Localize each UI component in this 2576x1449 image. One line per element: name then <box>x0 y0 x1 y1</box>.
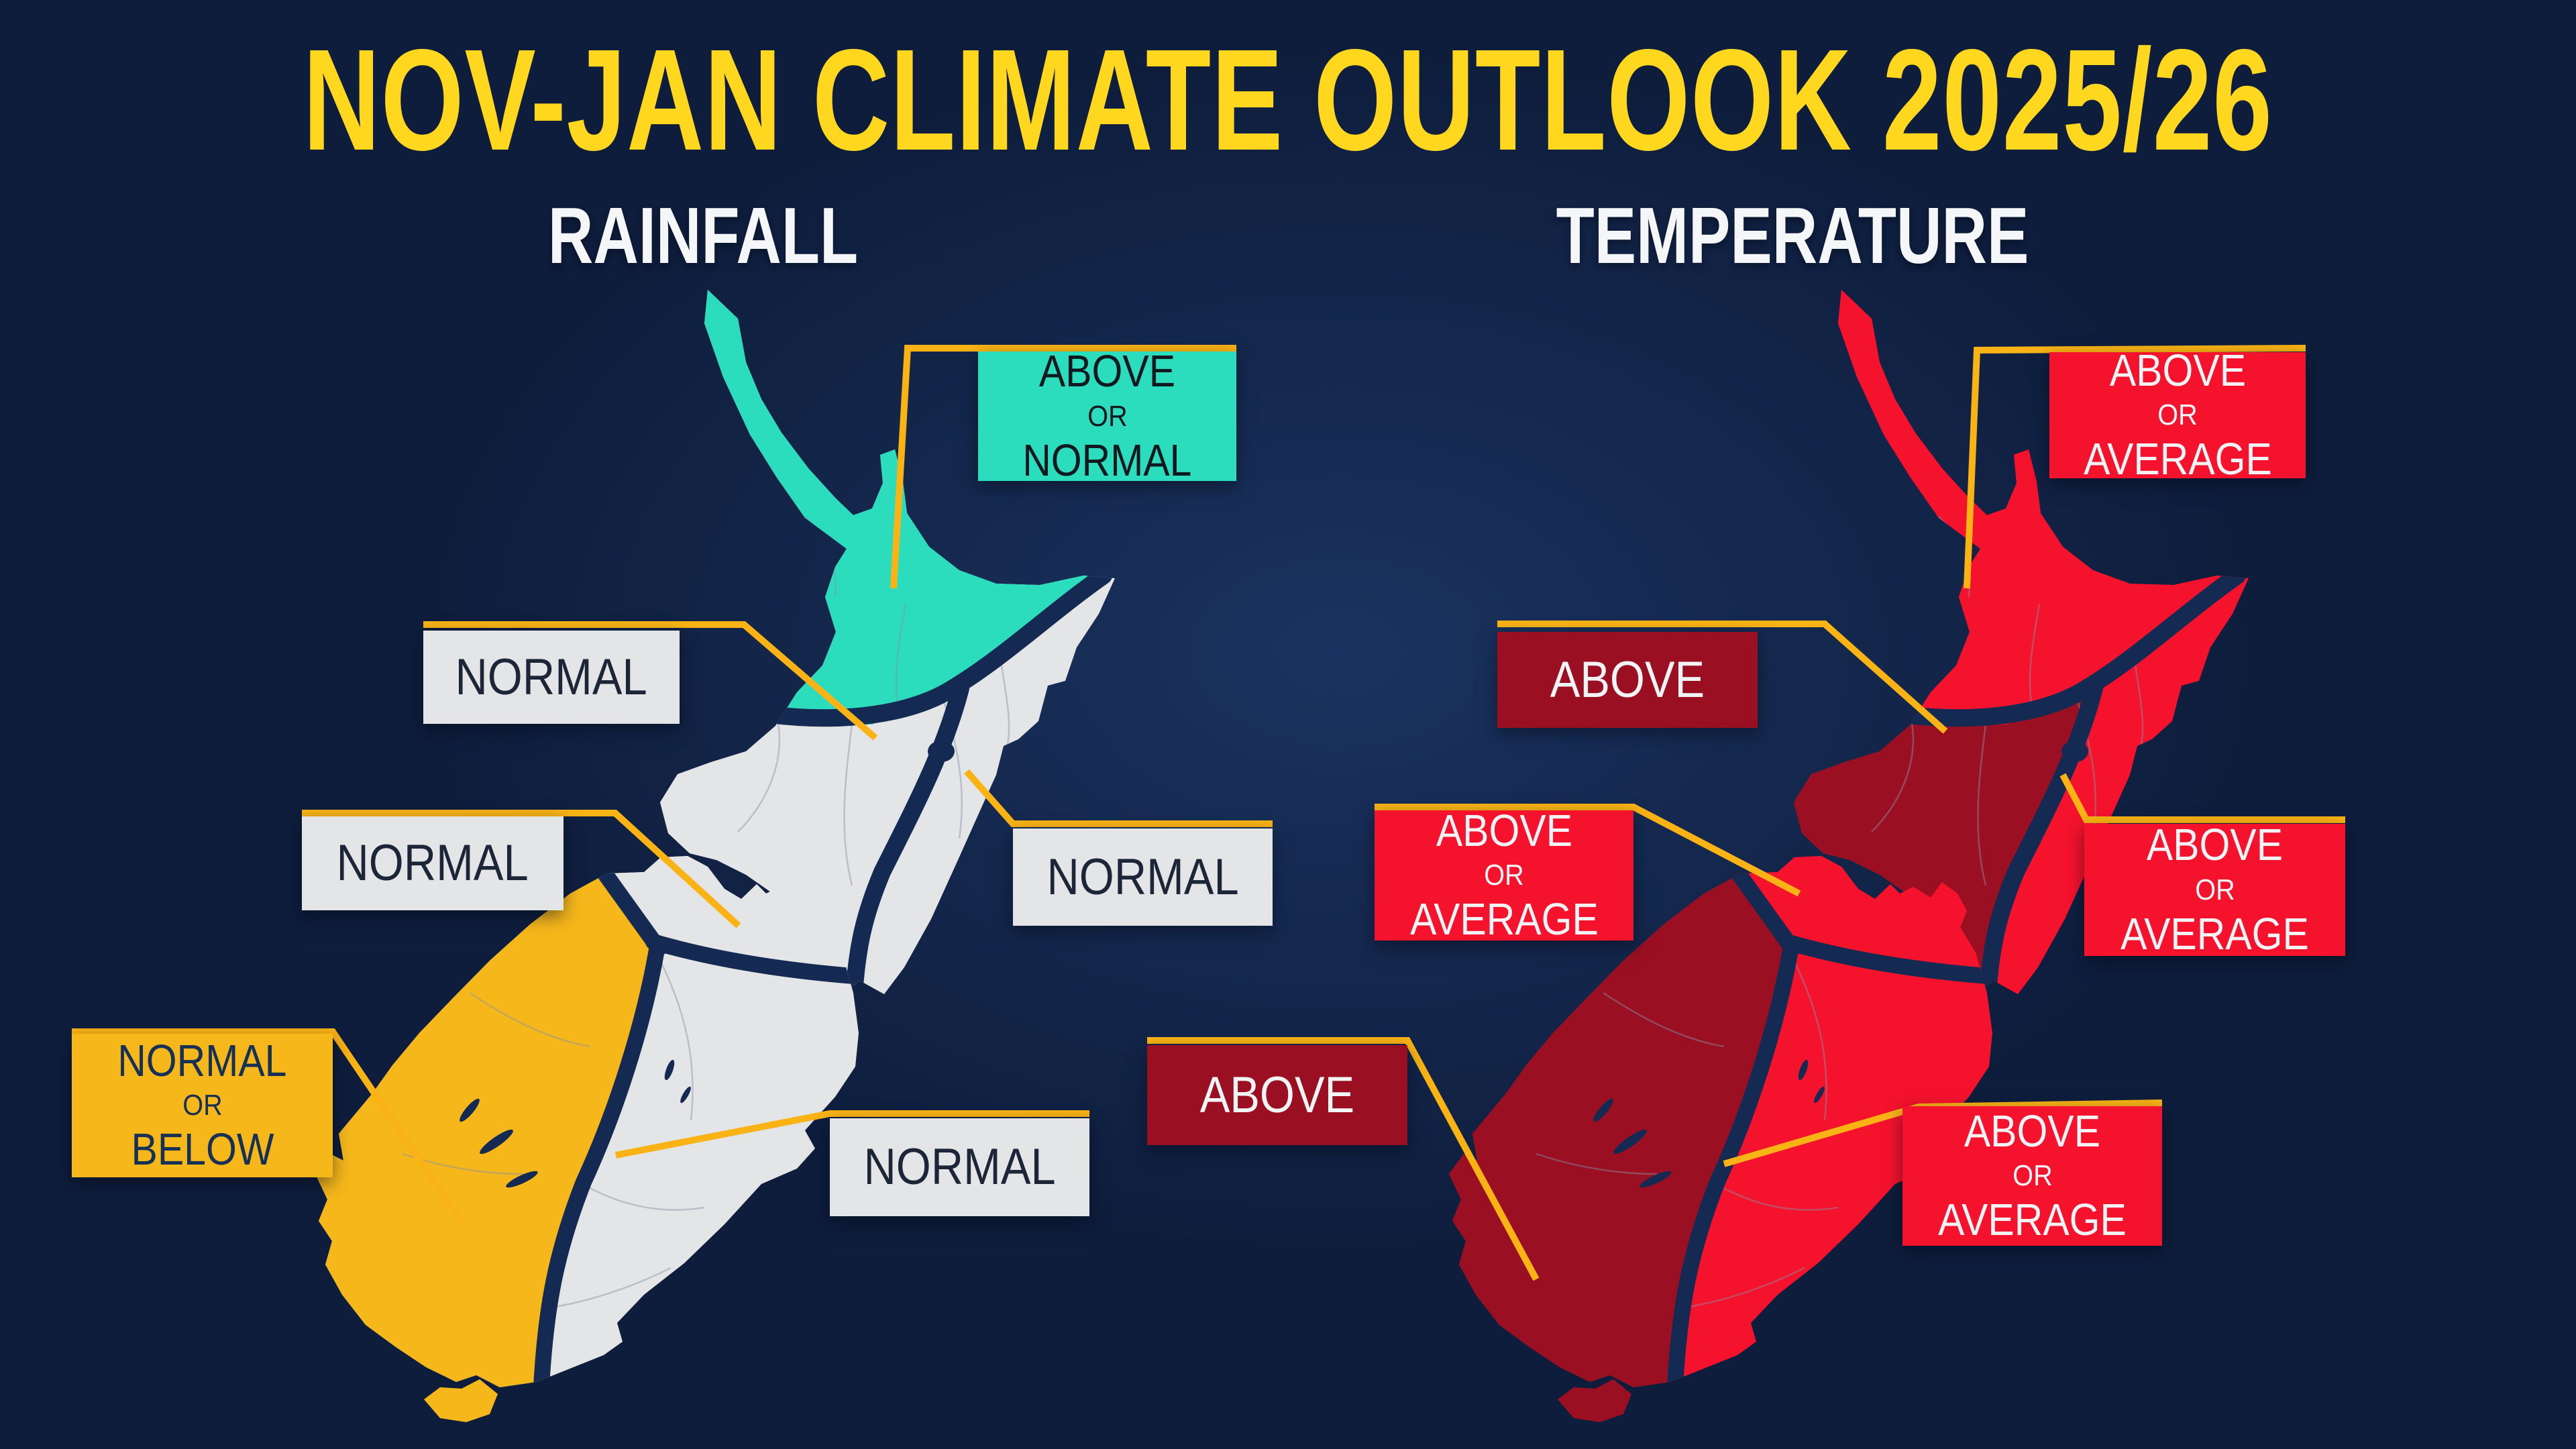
leader-rainfall-upper-ni <box>890 345 1236 589</box>
callout-line-bottom: AVERAGE <box>1938 1195 2127 1245</box>
callout-or-row: OR <box>90 1091 315 1120</box>
callout-temp-upper-north-island: ABOVE OR AVERAGE <box>2049 346 2306 484</box>
callout-line-bottom: BELOW <box>131 1124 274 1175</box>
callout-line: NORMAL <box>863 1138 1056 1195</box>
temperature-map <box>1147 282 2345 1449</box>
callout-or: OR <box>2157 398 2198 431</box>
leader-temp-east-ni <box>2059 773 2345 823</box>
leader-temp-top-si <box>1375 804 1801 897</box>
callout-line-bottom: AVERAGE <box>2121 908 2309 959</box>
leader-temp-upper-ni <box>1964 345 2306 589</box>
callout-temp-top-south-island: ABOVE OR AVERAGE <box>1375 805 1633 945</box>
callout-or-row: OR <box>1921 1161 2144 1191</box>
rainfall-map <box>72 282 1273 1449</box>
callout-or: OR <box>2194 873 2235 906</box>
callout-rainfall-top-south-island: NORMAL <box>302 816 564 910</box>
callout-or-row: OR <box>1393 861 1615 890</box>
leader-temp-lower-west-ni <box>1497 621 1948 734</box>
leader-rainfall-west-si <box>72 1028 466 1226</box>
callout-line-top: ABOVE <box>1964 1106 2101 1157</box>
callout-line-top: ABOVE <box>1038 346 1176 397</box>
callout-rainfall-west-south-island: NORMAL OR BELOW <box>72 1034 333 1177</box>
leader-rainfall-lower-west-ni <box>423 621 878 741</box>
callout-line: ABOVE <box>1199 1066 1355 1124</box>
callout-line: NORMAL <box>455 648 648 706</box>
leader-rainfall-top-si <box>302 810 741 928</box>
leader-temp-west-si <box>1147 1037 1540 1281</box>
callout-or: OR <box>182 1089 223 1122</box>
callout-temp-east-north-island: ABOVE OR AVERAGE <box>2084 820 2345 959</box>
callout-line-bottom: AVERAGE <box>2083 434 2272 484</box>
callout-or: OR <box>1484 859 1524 892</box>
page-title: NOV-JAN CLIMATE OUTLOOK 2025/26 <box>303 19 2273 180</box>
leader-rainfall-east-ni <box>964 769 1273 827</box>
callout-line-bottom: NORMAL <box>1022 435 1192 486</box>
callout-temp-east-south-island: ABOVE OR AVERAGE <box>1902 1106 2162 1246</box>
callout-line-top: ABOVE <box>2146 820 2284 871</box>
callout-or-row: OR <box>2068 400 2288 430</box>
callout-line: NORMAL <box>1046 848 1239 906</box>
temperature-heading: TEMPERATURE <box>1556 191 2029 280</box>
callout-line-top: ABOVE <box>2109 345 2246 396</box>
callout-or-row: OR <box>996 399 1218 433</box>
rainfall-heading: RAINFALL <box>547 191 859 280</box>
callout-line: ABOVE <box>1550 651 1705 708</box>
callout-rainfall-upper-north-island: ABOVE OR NORMAL <box>978 347 1236 484</box>
leader-rainfall-east-si <box>615 1110 1089 1159</box>
callout-line-top: ABOVE <box>1436 805 1572 856</box>
callout-or: OR <box>1087 399 1128 433</box>
callout-line-top: NORMAL <box>117 1035 287 1086</box>
callout-line-bottom: AVERAGE <box>1409 894 1599 945</box>
callout-line: NORMAL <box>336 835 529 892</box>
rainfall-panel <box>67 282 1288 1449</box>
callout-temp-west-south-island: ABOVE <box>1147 1045 1407 1145</box>
callout-rainfall-east-south-island: NORMAL <box>830 1118 1089 1216</box>
callout-rainfall-lower-west-north-island: NORMAL <box>423 631 680 724</box>
callout-or: OR <box>2012 1159 2053 1192</box>
callout-rainfall-east-north-island: NORMAL <box>1013 828 1273 926</box>
callout-temp-lower-west-north-island: ABOVE <box>1497 632 1758 728</box>
temperature-panel <box>1107 282 2361 1449</box>
callout-or-row: OR <box>2102 875 2327 905</box>
